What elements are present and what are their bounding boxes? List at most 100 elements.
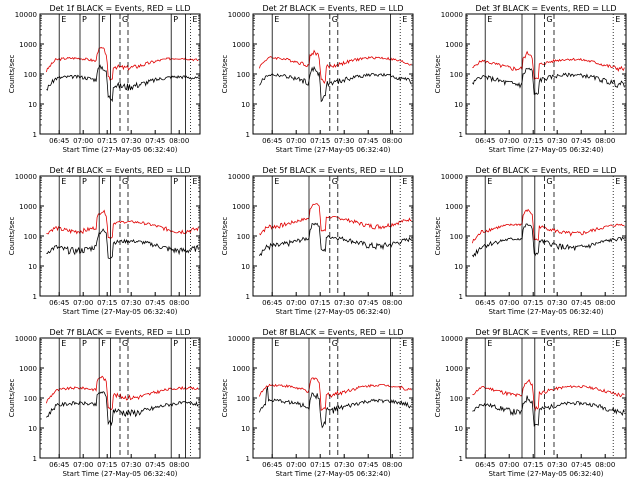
event-marker-label: P [173, 339, 178, 348]
x-axis-label: Start Time (27-May-05 06:32:40) [488, 146, 603, 154]
events-series-line [259, 386, 412, 429]
x-tick-label: 07:00 [73, 461, 93, 469]
event-marker-label: E [61, 177, 66, 186]
y-tick-label: 10 [28, 425, 37, 433]
y-tick-label: 1 [33, 455, 37, 463]
events-series-line [472, 395, 625, 427]
lld-series-line [259, 377, 412, 411]
x-axis-label: Start Time (27-May-05 06:32:40) [488, 308, 603, 316]
plot-title: Det 4f BLACK = Events, RED = LLD [49, 166, 190, 175]
y-tick-label: 100 [237, 233, 250, 241]
x-tick-label: 06:45 [475, 137, 495, 145]
x-tick-label: 07:30 [334, 137, 354, 145]
x-tick-label: 08:00 [595, 299, 615, 307]
event-marker-label: G [332, 15, 338, 24]
x-axis-label: Start Time (27-May-05 06:32:40) [275, 470, 390, 478]
x-tick-label: 08:00 [169, 137, 189, 145]
event-marker-label: E [402, 177, 407, 186]
y-tick-label: 1000 [232, 203, 250, 211]
event-marker-label: E [192, 15, 197, 24]
y-tick-label: 10 [454, 263, 463, 271]
x-tick-label: 06:45 [475, 299, 495, 307]
y-tick-label: 100 [450, 395, 463, 403]
event-marker-label: E [274, 177, 279, 186]
events-series-line [46, 64, 199, 103]
event-marker-label: E [487, 339, 492, 348]
y-tick-label: 1000 [19, 365, 37, 373]
x-tick-label: 08:00 [382, 137, 402, 145]
event-marker-label: G [546, 177, 552, 186]
y-tick-label: 1000 [232, 365, 250, 373]
event-marker-label: F [101, 339, 106, 348]
x-tick-label: 08:00 [382, 299, 402, 307]
y-tick-label: 100 [450, 71, 463, 79]
event-marker-label: G [332, 339, 338, 348]
y-axis-label: Counts/sec [221, 217, 229, 256]
y-tick-label: 10 [28, 263, 37, 271]
x-tick-label: 08:00 [382, 461, 402, 469]
lld-series-line [46, 46, 199, 82]
events-series-line [46, 391, 199, 427]
event-marker-label: G [546, 339, 552, 348]
plot-frame [252, 13, 414, 135]
y-tick-label: 1 [459, 293, 463, 301]
y-axis-label: Counts/sec [8, 55, 16, 94]
y-tick-label: 10 [241, 101, 250, 109]
event-marker-label: G [122, 15, 128, 24]
x-tick-label: 08:00 [595, 137, 615, 145]
y-tick-label: 100 [24, 71, 37, 79]
x-tick-label: 07:30 [547, 461, 567, 469]
plot-frame [252, 175, 414, 297]
y-tick-label: 10 [241, 425, 250, 433]
x-tick-label: 07:15 [97, 461, 117, 469]
y-tick-label: 10 [454, 425, 463, 433]
y-axis-label: Counts/sec [221, 379, 229, 418]
plot-frame [252, 337, 414, 459]
x-tick-label: 07:45 [145, 299, 165, 307]
event-marker-label: E [61, 339, 66, 348]
y-tick-label: 10000 [228, 173, 250, 181]
event-marker-label: E [615, 15, 620, 24]
x-tick-label: 07:45 [145, 461, 165, 469]
y-tick-label: 100 [237, 395, 250, 403]
event-marker-label: E [402, 339, 407, 348]
x-tick-label: 07:30 [121, 461, 141, 469]
y-axis-label: Counts/sec [8, 379, 16, 418]
y-tick-label: 10 [241, 263, 250, 271]
x-tick-label: 06:45 [262, 299, 282, 307]
y-tick-label: 10000 [441, 335, 463, 343]
y-tick-label: 1000 [19, 203, 37, 211]
x-tick-label: 07:00 [73, 137, 93, 145]
detector-plot-6: Det 6f BLACK = Events, RED = LLD E G E 1 10 10… [434, 166, 627, 316]
x-tick-label: 07:30 [121, 137, 141, 145]
event-marker-label: G [332, 177, 338, 186]
x-tick-label: 07:30 [547, 137, 567, 145]
y-tick-label: 1 [246, 131, 250, 139]
x-tick-label: 06:45 [49, 299, 69, 307]
x-tick-label: 07:00 [499, 461, 519, 469]
x-axis-label: Start Time (27-May-05 06:32:40) [62, 470, 177, 478]
x-tick-label: 07:30 [547, 299, 567, 307]
event-marker-label: E [487, 15, 492, 24]
x-tick-label: 07:30 [334, 299, 354, 307]
x-axis-label: Start Time (27-May-05 06:32:40) [275, 308, 390, 316]
event-marker-label: E [61, 15, 66, 24]
x-tick-label: 08:00 [169, 299, 189, 307]
lld-series-line [472, 378, 625, 412]
event-marker-label: P [82, 177, 87, 186]
y-tick-label: 1 [33, 293, 37, 301]
plot-title: Det 7f BLACK = Events, RED = LLD [49, 328, 190, 337]
x-tick-label: 07:30 [121, 299, 141, 307]
y-tick-label: 1 [459, 455, 463, 463]
event-marker-label: F [101, 15, 106, 24]
plot-frame [465, 175, 627, 297]
detector-plot-5: Det 5f BLACK = Events, RED = LLD E G E 1 10 10… [221, 166, 414, 316]
x-tick-label: 06:45 [262, 461, 282, 469]
plot-title: Det 6f BLACK = Events, RED = LLD [475, 166, 616, 175]
y-tick-label: 10 [28, 101, 37, 109]
events-series-line [472, 67, 625, 95]
y-tick-label: 1 [246, 293, 250, 301]
